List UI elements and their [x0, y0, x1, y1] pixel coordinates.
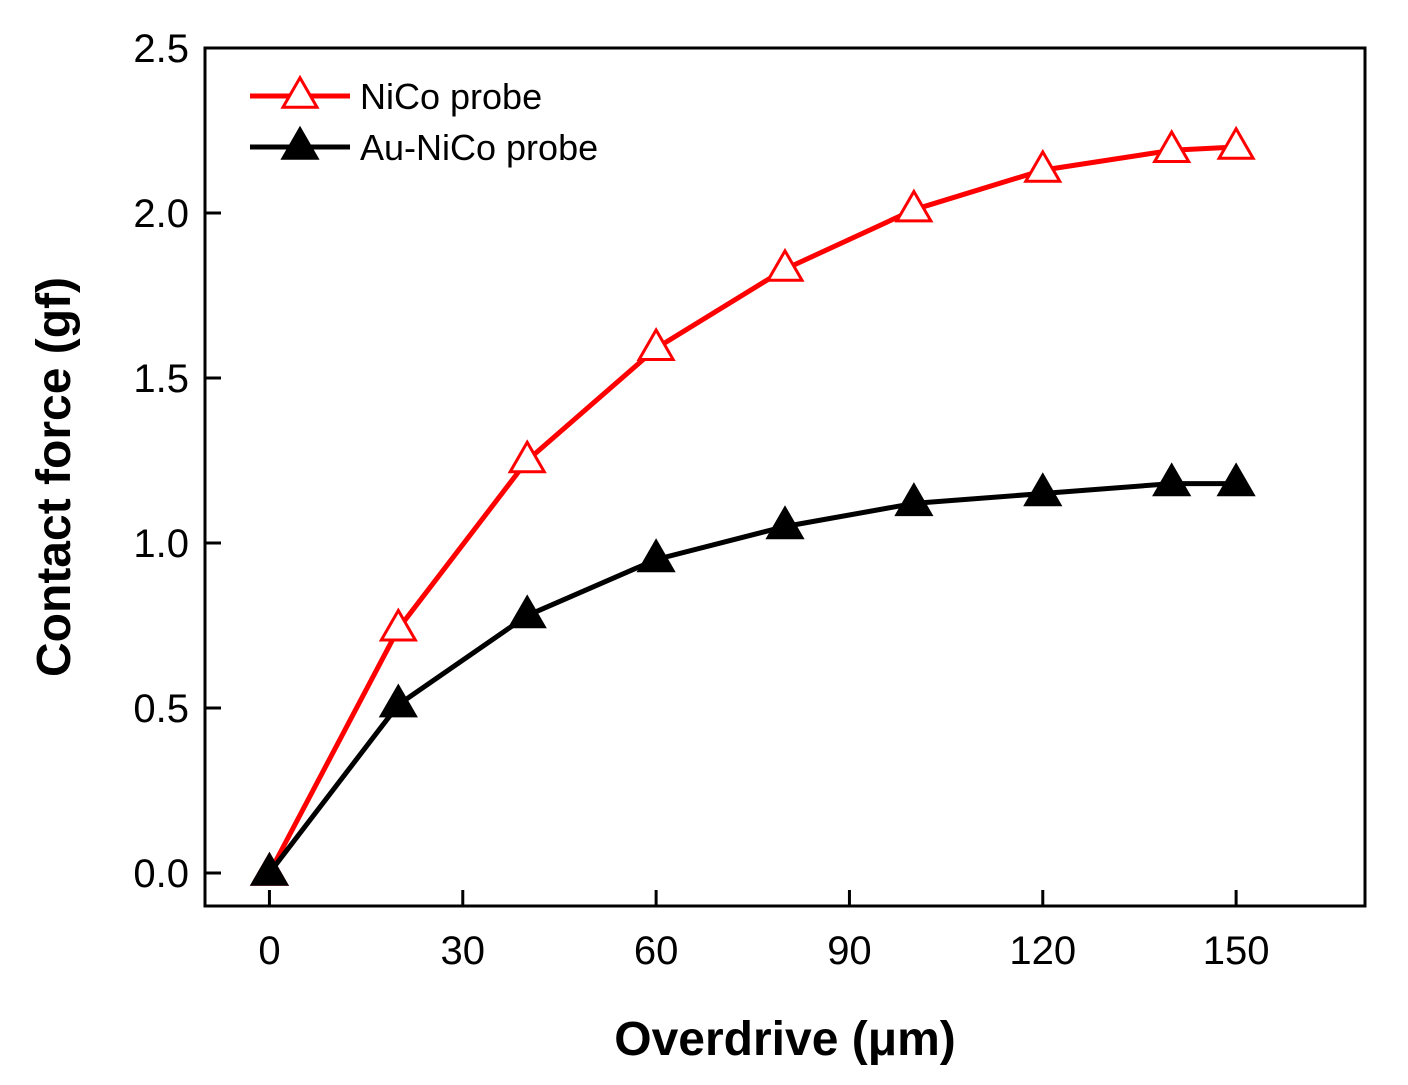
- series-line: [267, 481, 1237, 875]
- data-point: [1152, 129, 1192, 163]
- series-layer: [249, 125, 1256, 886]
- data-point: [1152, 462, 1192, 497]
- data-point: [894, 188, 934, 223]
- data-point: [507, 439, 547, 474]
- x-axis-tick-labels: 0 30 60 90 120 150: [258, 929, 1269, 973]
- y-axis-title: Contact force (gf): [28, 277, 81, 677]
- y-tick-label: 1.0: [133, 522, 189, 566]
- legend-label-au-nico: Au-NiCo probe: [360, 127, 598, 168]
- legend-marker-nico: [280, 74, 320, 109]
- x-axis-title: Overdrive (μm): [614, 1013, 955, 1066]
- plot-frame: [203, 46, 1367, 908]
- y-axis-ticks: [205, 46, 221, 875]
- data-point: [636, 327, 676, 361]
- x-tick-label: 90: [827, 929, 872, 973]
- y-tick-label: 2.5: [133, 27, 189, 71]
- series-nico: [249, 125, 1256, 886]
- y-tick-label: 2.0: [133, 192, 189, 236]
- x-tick-label: 30: [441, 929, 486, 973]
- y-axis-tick-labels: 0.0 0.5 1.0 1.5 2.0 2.5: [133, 27, 189, 896]
- legend-item-nico: NiCo probe: [250, 74, 542, 117]
- data-point: [378, 683, 418, 718]
- legend-marker-au-nico: [280, 125, 320, 160]
- x-axis-ticks: [267, 890, 1238, 906]
- data-point: [765, 247, 805, 282]
- series-line: [267, 144, 1237, 875]
- series-au-nico: [249, 462, 1256, 886]
- data-point: [765, 505, 805, 540]
- y-tick-label: 0.5: [133, 687, 189, 731]
- legend-item-au-nico: Au-NiCo probe: [250, 125, 598, 168]
- data-point: [894, 482, 934, 517]
- data-point: [507, 594, 547, 629]
- legend: NiCo probe Au-NiCo probe: [250, 74, 598, 168]
- y-tick-label: 0.0: [133, 852, 189, 896]
- data-point: [378, 607, 418, 642]
- y-tick-label: 1.5: [133, 357, 189, 401]
- data-point: [636, 538, 676, 573]
- x-tick-label: 0: [258, 929, 280, 973]
- x-tick-label: 120: [1009, 929, 1076, 973]
- legend-label-nico: NiCo probe: [360, 76, 542, 117]
- data-point: [1023, 148, 1063, 183]
- data-point: [1216, 462, 1256, 497]
- data-point: [1216, 125, 1256, 160]
- x-tick-label: 150: [1203, 929, 1270, 973]
- data-point: [1023, 472, 1063, 507]
- x-tick-label: 60: [634, 929, 679, 973]
- data-point: [249, 851, 290, 886]
